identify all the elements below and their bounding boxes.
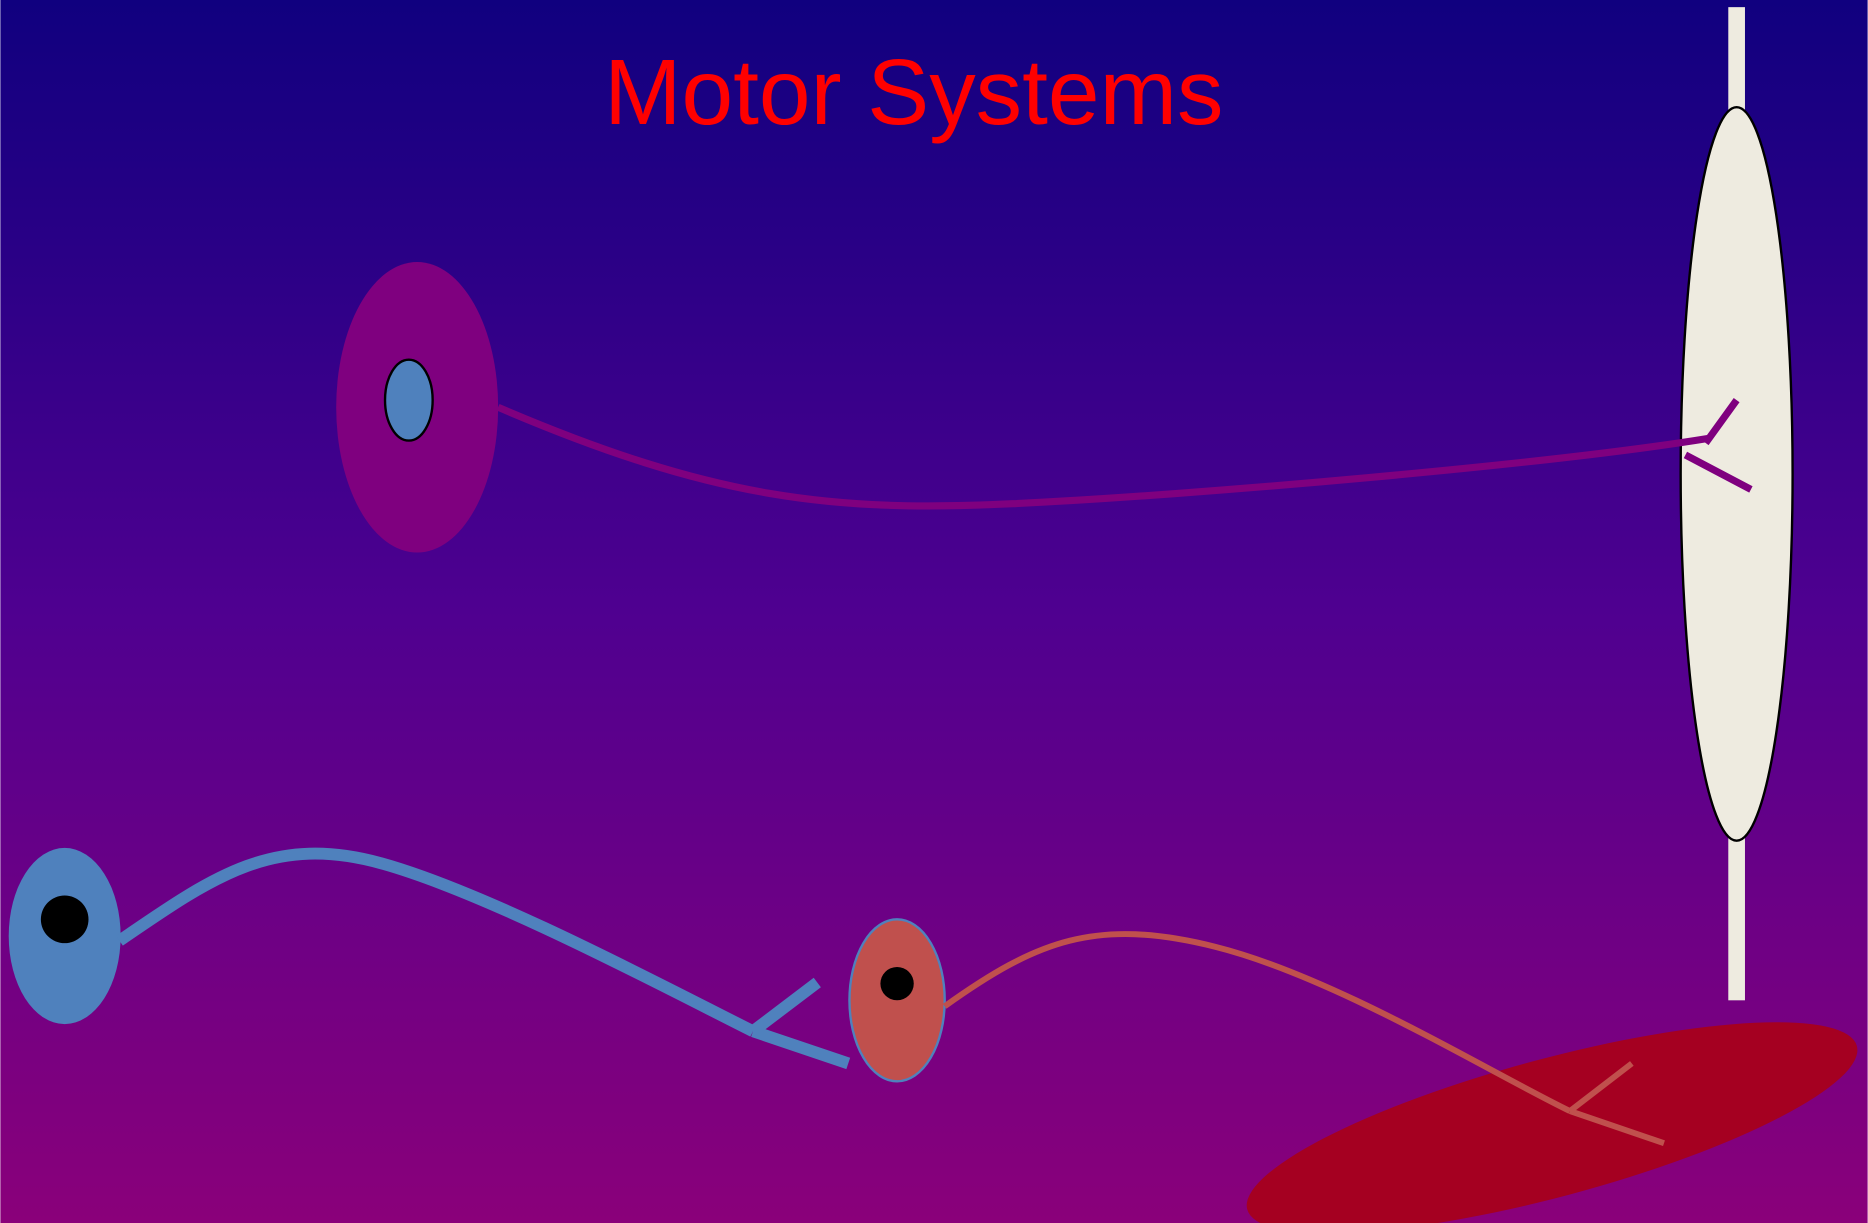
neuron-nucleus [385, 360, 433, 441]
slide-title: Motor Systems [604, 40, 1223, 144]
muscle-fiber [1681, 107, 1793, 841]
neuron-nucleus [41, 896, 89, 944]
page: {"title": "Motor Systems"} Motor Systems… [0, 0, 1868, 1223]
neuron-nucleus [880, 967, 913, 1000]
slide: Motor Systems [0, 0, 1868, 1223]
